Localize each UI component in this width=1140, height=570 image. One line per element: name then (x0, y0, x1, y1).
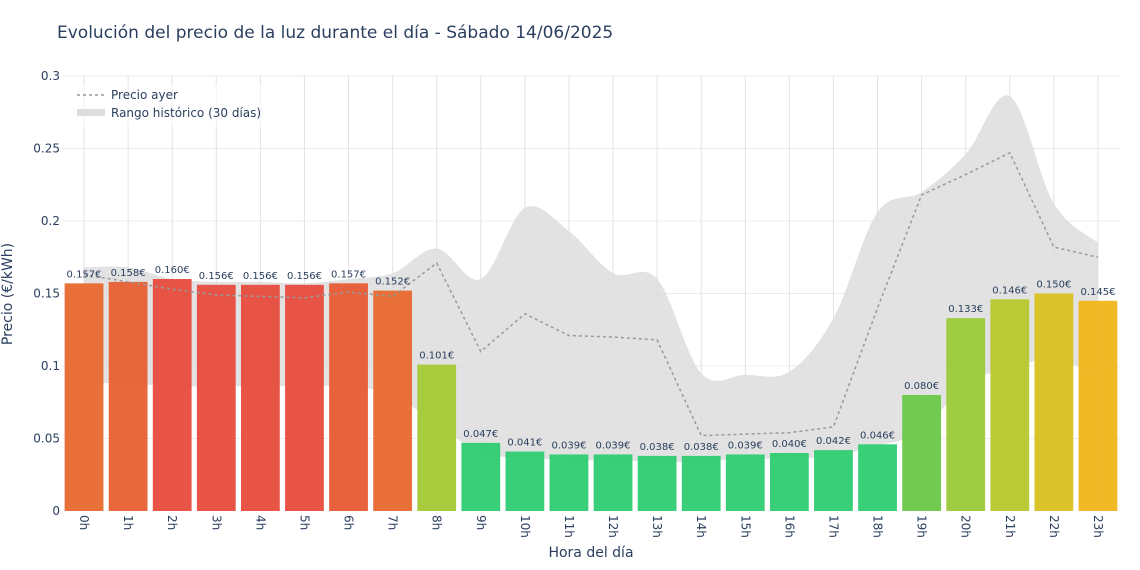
legend-label-yesterday: Precio ayer (111, 88, 178, 102)
price-bar-21h (990, 299, 1030, 511)
x-tick-label: 6h (342, 515, 356, 530)
x-tick-label: 5h (297, 515, 311, 530)
x-tick-label: 3h (209, 515, 223, 530)
price-bar-20h (946, 318, 986, 511)
y-tick-label: 0.1 (41, 359, 60, 373)
price-bar-8h (417, 364, 457, 511)
chart-title: Evolución del precio de la luz durante e… (57, 23, 613, 43)
x-tick-label: 22h (1047, 515, 1061, 538)
bar-value-label: 0.152€ (375, 277, 410, 288)
bar-value-label: 0.039€ (728, 440, 763, 451)
yesterday-line-layer (83, 151, 1099, 437)
x-tick-label: 2h (165, 515, 179, 530)
x-tick-label: 18h (871, 515, 885, 538)
x-tick-label: 14h (694, 515, 708, 538)
y-tick-label: 0.05 (33, 432, 60, 446)
x-tick-label: 10h (518, 515, 532, 538)
bar-value-label: 0.156€ (243, 271, 278, 282)
historical-range-area (84, 95, 1098, 462)
yesterday-price-line (83, 151, 1099, 437)
y-tick-label: 0.3 (41, 69, 60, 83)
price-bar-23h (1078, 300, 1118, 511)
price-bar-7h (373, 290, 413, 511)
legend-band-swatch (77, 109, 105, 116)
bar-value-label: 0.047€ (463, 429, 498, 440)
bar-value-label: 0.080€ (904, 381, 939, 392)
bar-value-label: 0.040€ (772, 439, 807, 450)
x-tick-label: 19h (915, 515, 929, 538)
bar-value-label: 0.156€ (199, 271, 234, 282)
bar-value-label: 0.133€ (948, 304, 983, 315)
x-tick-label: 23h (1091, 515, 1105, 538)
bar-value-label: 0.041€ (507, 438, 542, 449)
price-bar-2h (152, 279, 192, 511)
price-bar-18h (858, 444, 897, 511)
bar-value-label: 0.156€ (287, 271, 322, 282)
bar-value-label: 0.157€ (331, 269, 366, 280)
price-bar-10h (505, 451, 545, 511)
y-tick-label: 0.25 (33, 142, 60, 156)
x-tick-label: 7h (386, 515, 400, 530)
bar-value-label: 0.046€ (860, 430, 895, 441)
x-tick-label: 17h (826, 515, 840, 538)
y-tick-label: 0 (52, 504, 60, 518)
x-tick-label: 11h (562, 515, 576, 538)
x-tick-label: 9h (474, 515, 488, 530)
x-tick-label: 8h (430, 515, 444, 530)
bar-label-layer: 0.157€ 0.158€ 0.160€ 0.156€ 0.156€ 0.156€ 0.15… (67, 265, 1116, 453)
legend-label-historical-range: Rango histórico (30 días) (111, 106, 261, 120)
price-bar-16h (769, 453, 809, 511)
bar-value-label: 0.157€ (67, 269, 102, 280)
price-bar-5h (285, 284, 324, 511)
price-bar-9h (461, 442, 501, 511)
legend: Precio ayer Rango histórico (30 días) (70, 84, 266, 126)
y-tick-label: 0.15 (33, 287, 60, 301)
bar-value-label: 0.039€ (596, 440, 631, 451)
bar-value-label: 0.160€ (155, 265, 190, 276)
y-tick-label: 0.2 (41, 214, 60, 228)
bar-value-label: 0.150€ (1036, 280, 1071, 291)
price-bar-15h (725, 454, 765, 511)
bar-value-label: 0.042€ (816, 436, 851, 447)
x-tick-label: 1h (121, 515, 135, 530)
x-axis-title: Hora del día (548, 545, 633, 561)
historical-range-band-layer (84, 95, 1098, 462)
price-bar-19h (902, 395, 942, 511)
x-tick-label: 12h (606, 515, 620, 538)
x-tick-label: 16h (782, 515, 796, 538)
price-bar-22h (1034, 293, 1074, 511)
price-bar-14h (681, 455, 721, 511)
bar-layer (64, 279, 1118, 511)
x-tick-label: 20h (959, 515, 973, 538)
price-bar-17h (814, 450, 853, 511)
x-tick-label: 21h (1003, 515, 1017, 538)
legend-background (70, 84, 266, 126)
bar-value-label: 0.038€ (640, 442, 675, 453)
x-tick-label: 0h (77, 515, 91, 530)
bar-value-label: 0.145€ (1080, 287, 1115, 298)
price-bar-3h (196, 284, 236, 511)
bar-value-label: 0.039€ (551, 440, 586, 451)
price-bar-11h (549, 454, 589, 511)
x-tick-label: 4h (253, 515, 267, 530)
price-bar-4h (240, 284, 280, 511)
bar-value-label: 0.158€ (111, 268, 146, 279)
y-axis-title: Precio (€/kWh) (0, 243, 16, 345)
bar-value-label: 0.146€ (992, 285, 1027, 296)
price-bar-0h (64, 283, 104, 511)
price-bar-1h (108, 281, 148, 511)
bar-value-label: 0.101€ (419, 351, 454, 362)
x-tick-label: 13h (650, 515, 664, 538)
bar-value-label: 0.038€ (684, 442, 719, 453)
price-bar-6h (329, 283, 368, 511)
price-bar-12h (593, 454, 633, 511)
price-bar-13h (637, 455, 677, 511)
x-tick-label: 15h (738, 515, 752, 538)
axis-layer: 0 0.05 0.1 0.15 0.2 0.25 0.3 0h 1h 2h 3h 4h 5h 6h 7h 8h… (33, 69, 1105, 538)
